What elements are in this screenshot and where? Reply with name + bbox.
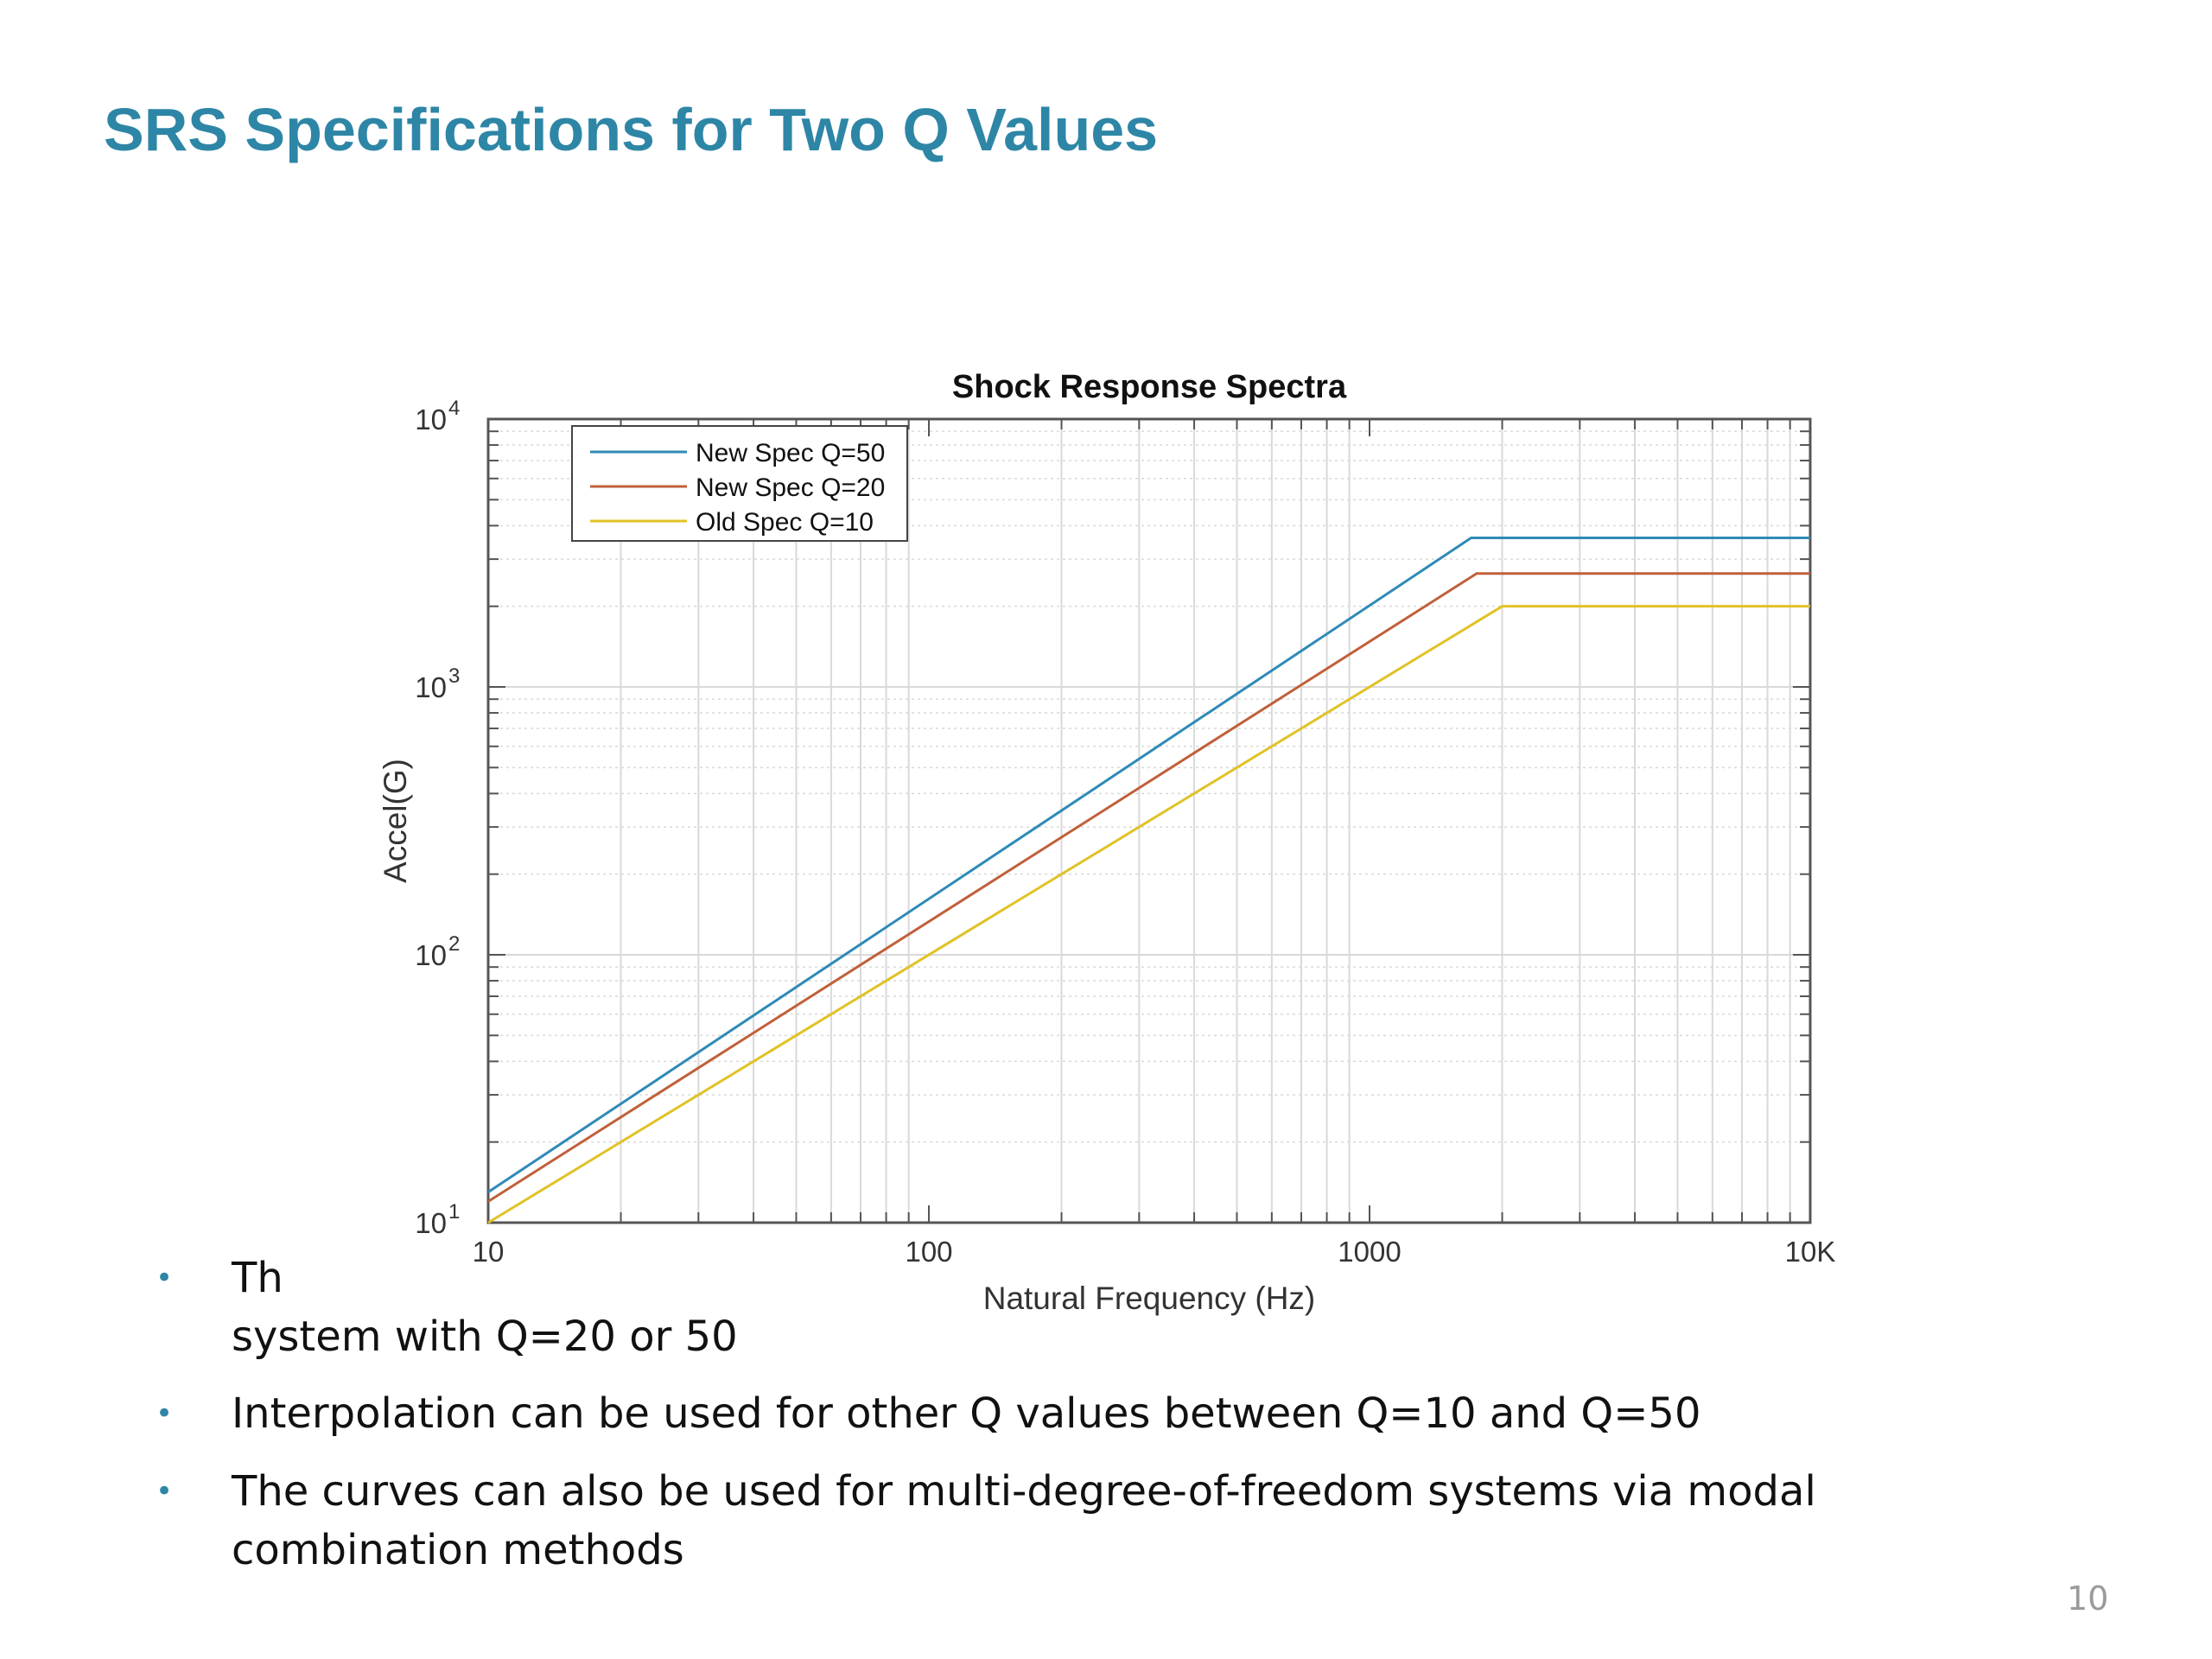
legend-label: New Spec Q=50 [696,439,885,467]
y-axis-label: Accel(G) [378,759,413,883]
y-tick-exponent: 1 [448,1200,460,1224]
legend-label: New Spec Q=20 [696,474,885,502]
series-lines [487,537,1810,1224]
axis-ticks [487,419,1810,1224]
x-tick-label: 10 [473,1236,505,1268]
bullet-item: • Th system with Q=20 or 50 [156,1249,2056,1365]
bullet-text-line2: system with Q=20 or 50 [232,1313,738,1361]
x-tick-label: 1000 [1338,1236,1401,1268]
bullet-icon: • [156,1396,174,1431]
bullet-icon: • [156,1474,174,1509]
y-tick-label: 10 [415,939,447,971]
bullet-item: • Interpolation can be used for other Q … [156,1384,2056,1443]
grid-lines [488,419,1810,1224]
x-axis-label: Natural Frequency (Hz) [983,1281,1316,1316]
chart-title: Shock Response Spectra [952,369,1347,405]
slide-title: SRS Specifications for Two Q Values [104,96,1159,163]
y-tick-exponent: 2 [448,932,460,956]
x-tick-label: 100 [905,1236,952,1268]
legend: New Spec Q=50 New Spec Q=20 Old Spec Q=10 [571,425,908,542]
series-line [487,572,1810,1203]
y-tick-label: 10 [415,1207,447,1239]
y-tick-label: 10 [415,671,447,703]
y-tick-exponent: 3 [448,664,460,688]
series-line [487,605,1810,1224]
bullet-text-line1: Th [232,1254,283,1302]
y-tick-label: 10 [415,404,447,435]
plot-frame [486,417,1812,1224]
series-line [487,537,1810,1193]
y-tick-exponent: 4 [448,397,460,420]
x-tick-label: 10K [1785,1236,1836,1268]
page-number: 10 [2067,1580,2109,1618]
bullet-text: The curves can also be used for multi-de… [232,1467,1816,1574]
bullet-text: Interpolation can be used for other Q va… [232,1389,1701,1438]
bullet-list: • Th system with Q=20 or 50 • Interpolat… [156,1249,2056,1599]
bullet-item: • The curves can also be used for multi-… [156,1462,2056,1580]
legend-label: Old Spec Q=10 [696,508,874,537]
bullet-icon: • [156,1261,174,1295]
